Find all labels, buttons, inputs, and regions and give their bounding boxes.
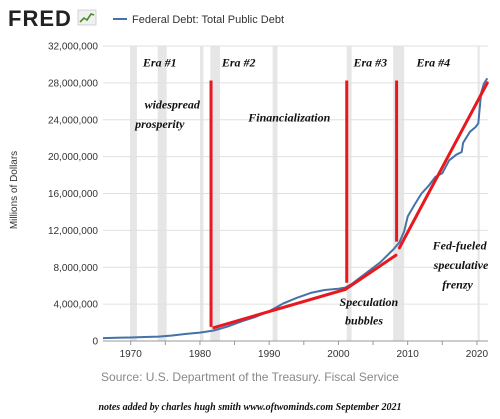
fred-chart-icon (77, 9, 97, 26)
y-tick-label: 24,000,000 (48, 115, 98, 126)
era-label: Era #2 (221, 55, 256, 69)
y-tick-label: 0 (92, 337, 98, 348)
annotation-text: speculative (433, 258, 489, 272)
annotation-text: Speculation (340, 295, 399, 309)
axes: 0 4,000,000 8,000,000 12,000,000 16,000,000 2… (48, 42, 489, 361)
y-tick-label: 12,000,000 (48, 226, 98, 237)
x-tick-label: 2020 (466, 349, 489, 360)
series-line (102, 77, 489, 340)
fred-logo[interactable]: FRED (8, 6, 72, 31)
x-tick-label: 1970 (120, 349, 143, 360)
trend-line (343, 253, 398, 291)
y-tick-label: 16,000,000 (48, 189, 98, 200)
y-tick-label: 4,000,000 (54, 300, 99, 311)
annotation-text: frenzy (442, 277, 473, 291)
annotation-text: Financialization (247, 111, 330, 125)
annotation-layer: Era #1 Era #2 Era #3 Era #4 widespread prospe… (134, 55, 489, 330)
era-label: Era #4 (415, 55, 450, 69)
x-tick-label: 1990 (258, 349, 281, 360)
footer-note: notes added by charles hugh smith www.of… (99, 402, 402, 413)
x-tick-label: 2000 (327, 349, 350, 360)
annotation-text: prosperity (134, 117, 185, 131)
y-tick-label: 8,000,000 (54, 263, 99, 274)
y-axis-label: Millions of Dollars (9, 151, 20, 229)
annotation-text: widespread (145, 98, 201, 112)
trend-line (212, 287, 347, 330)
y-tick-label: 20,000,000 (48, 152, 98, 163)
legend-label: Federal Debt: Total Public Debt (132, 14, 284, 26)
series-layer (102, 77, 489, 340)
x-tick-label: 1980 (189, 349, 212, 360)
annotation-text: Fed-fueled (432, 239, 488, 253)
annotation-text: bubbles (345, 313, 383, 327)
era-label: Era #3 (352, 55, 387, 69)
source-note: Source: U.S. Department of the Treasury.… (101, 370, 399, 384)
era-label: Era #1 (142, 55, 177, 69)
y-tick-label: 32,000,000 (48, 42, 98, 53)
y-tick-label: 28,000,000 (48, 78, 98, 89)
x-tick-label: 2010 (397, 349, 420, 360)
trend-line (397, 81, 489, 250)
